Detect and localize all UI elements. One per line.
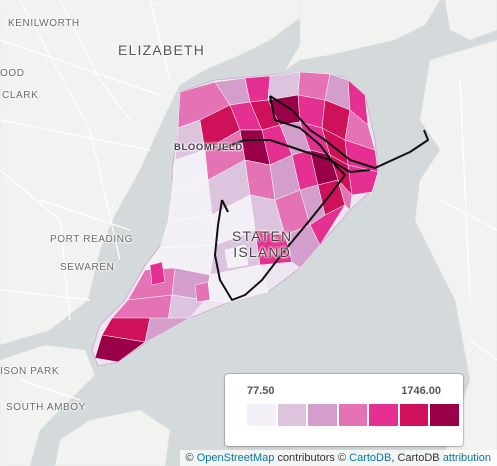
label-staten: STATEN [232, 228, 293, 244]
openstreetmap-link[interactable]: OpenStreetMap [196, 452, 275, 464]
transit-lines [214, 95, 429, 301]
legend-max-value: 1746.00 [401, 385, 441, 397]
label-clark: CLARK [2, 90, 39, 101]
legend-min-value: 77.50 [247, 385, 275, 397]
legend-swatch-4 [338, 404, 368, 426]
attribution-contributors: contributors © [277, 452, 347, 464]
label-staten-island: STATEN ISLAND [232, 228, 292, 260]
legend-swatch-7 [430, 404, 460, 426]
label-elizabeth: ELIZABETH [118, 42, 206, 58]
map-legend: 77.50 1746.00 [225, 374, 463, 446]
label-south-amboy: SOUTH AMBOY [6, 402, 86, 413]
label-ison-park: ISON PARK [0, 366, 60, 377]
attribution-copyright: © [185, 452, 194, 464]
cartodb-link[interactable]: CartoDB [349, 452, 392, 464]
map-attribution: © OpenStreetMap contributors © CartoDB, … [179, 450, 497, 466]
label-bloomfield: BLOOMFIELD [174, 142, 243, 153]
legend-swatch-2 [277, 404, 307, 426]
label-kenilworth: KENILWORTH [8, 18, 80, 29]
legend-color-ramp [247, 404, 460, 426]
road-network [0, 0, 497, 401]
legend-swatch-5 [369, 404, 398, 426]
legend-swatch-6 [399, 404, 429, 426]
label-island: ISLAND [233, 244, 292, 260]
label-ood: OOD [0, 68, 25, 79]
label-sewaren: SEWAREN [60, 262, 115, 273]
label-port-reading: PORT READING [50, 234, 133, 245]
legend-swatch-3 [308, 404, 337, 426]
attribution-cartodb-text: , CartoDB [391, 452, 440, 464]
legend-swatch-1 [247, 404, 276, 426]
attribution-link[interactable]: attribution [442, 452, 491, 464]
